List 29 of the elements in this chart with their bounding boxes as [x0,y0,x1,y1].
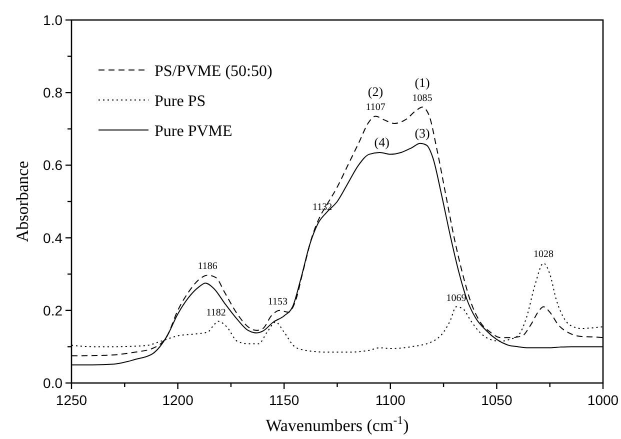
x-tick-label: 1100 [375,392,406,408]
legend-label: Pure PS [154,93,206,110]
annotation: 1132 [312,202,332,214]
annotation: 1085 [412,93,432,104]
annotation: (3) [414,125,430,140]
x-tick-label: 1200 [162,392,194,408]
y-tick-label: 0.2 [43,302,63,318]
annotation: 1186 [198,261,218,272]
y-tick-label: 1.0 [43,12,63,28]
y-tick-label: 0.8 [43,84,63,101]
x-tick-label: 1000 [587,392,619,408]
annotation: 1028 [533,249,554,260]
annotation: (2) [368,84,384,100]
x-tick-label: 1050 [481,392,512,408]
x-tick-label: 1150 [269,392,300,408]
annotation: (4) [374,134,390,150]
x-axis-title: Wavenumbers (cm$^{-1}$) [266,413,409,435]
annotation: 1107 [366,102,386,114]
y-tick-label: 0.0 [43,375,63,391]
legend-label: PS/PVME (50:50) [154,63,272,80]
x-tick-label: 1250 [56,392,88,408]
annotation: 1069 [446,292,466,304]
annotation: 1182 [206,307,226,318]
y-tick-label: 0.4 [43,230,63,246]
y-axis-title: Absorbance [13,160,32,242]
legend-label: Pure PVME [154,123,232,140]
annotation: (1) [414,75,430,90]
y-tick-label: 0.6 [43,157,63,174]
annotation: 1153 [268,296,288,308]
